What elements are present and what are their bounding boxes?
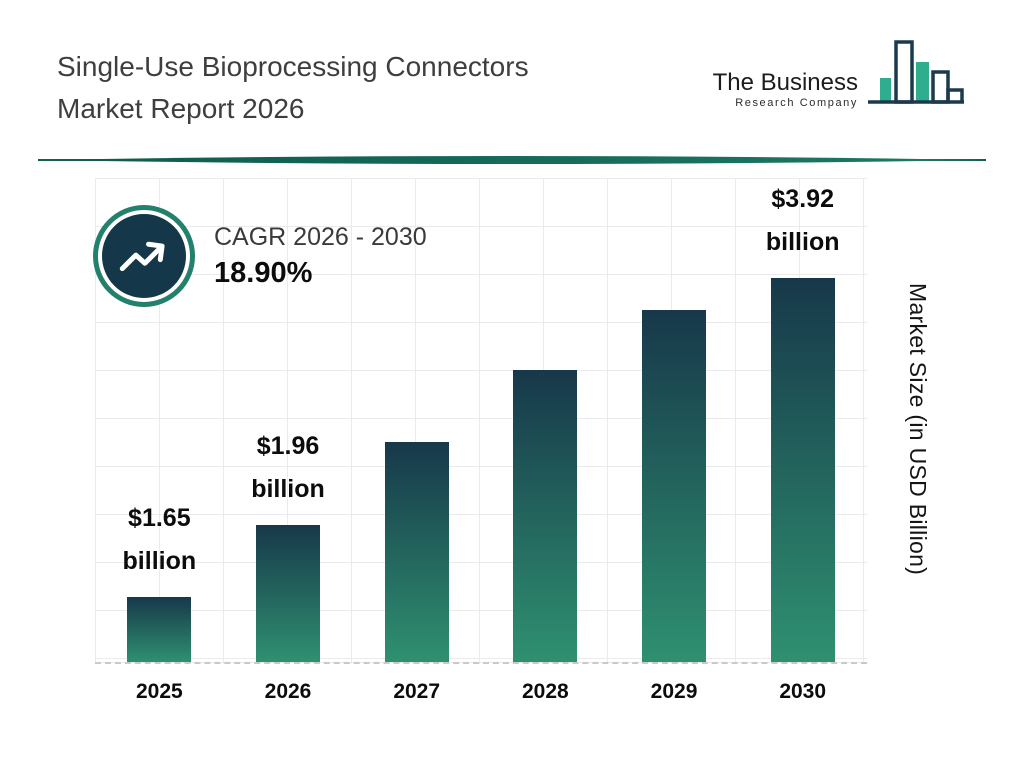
page-title-line1: Single-Use Bioprocessing Connectors — [57, 51, 529, 82]
bar-columns: $1.65 billion $1.96 billion $3.92 billion — [95, 178, 867, 662]
bar — [642, 310, 707, 662]
bar-column — [610, 178, 739, 662]
bar — [127, 597, 192, 662]
bar-value-label: $3.92 billion — [765, 185, 840, 256]
bar-value-label: $1.96 billion — [251, 432, 325, 503]
bar-column: $3.92 billion — [738, 178, 867, 662]
cagr-label: CAGR 2026 - 2030 — [214, 223, 427, 251]
cagr-text: CAGR 2026 - 2030 18.90% — [214, 220, 427, 292]
page-title: Single-Use Bioprocessing Connectors Mark… — [57, 46, 529, 130]
x-axis-label: 2026 — [264, 680, 312, 703]
x-axis-label: 2025 — [135, 680, 183, 703]
bar-column: $1.96 billion — [224, 178, 353, 662]
x-axis-label: 2028 — [521, 680, 569, 703]
bar-column — [352, 178, 481, 662]
bar — [513, 370, 578, 662]
trend-up-icon — [98, 210, 190, 302]
company-logo-text: The Business Research Company — [713, 70, 858, 110]
company-logo: The Business Research Company — [713, 38, 966, 118]
y-axis-title: Market Size (in USD Billion) — [905, 283, 931, 576]
divider-lens — [38, 156, 986, 164]
bar — [384, 442, 449, 662]
bar-value-label: $1.65 billion — [122, 504, 197, 575]
bar — [770, 278, 835, 662]
page-title-line2: Market Report 2026 — [57, 93, 305, 124]
x-axis-label: 2027 — [393, 680, 441, 703]
x-labels: 2025 2026 2027 2028 2029 2030 — [95, 680, 867, 704]
x-axis-label: 2030 — [779, 680, 827, 703]
bar — [256, 525, 320, 662]
divider-line — [38, 156, 986, 164]
bar-column: $1.65 billion — [95, 178, 224, 662]
company-name: The Business — [712, 69, 858, 96]
x-axis-label: 2029 — [650, 680, 698, 703]
cagr-badge: CAGR 2026 - 2030 18.90% — [98, 210, 427, 302]
cagr-value: 18.90% — [214, 257, 313, 289]
bar-chart-logo-icon — [868, 40, 964, 104]
chart-grid: $1.65 billion $1.96 billion $3.92 billion — [95, 178, 867, 664]
company-subname: Research Company — [735, 97, 858, 109]
bar-column — [481, 178, 610, 662]
